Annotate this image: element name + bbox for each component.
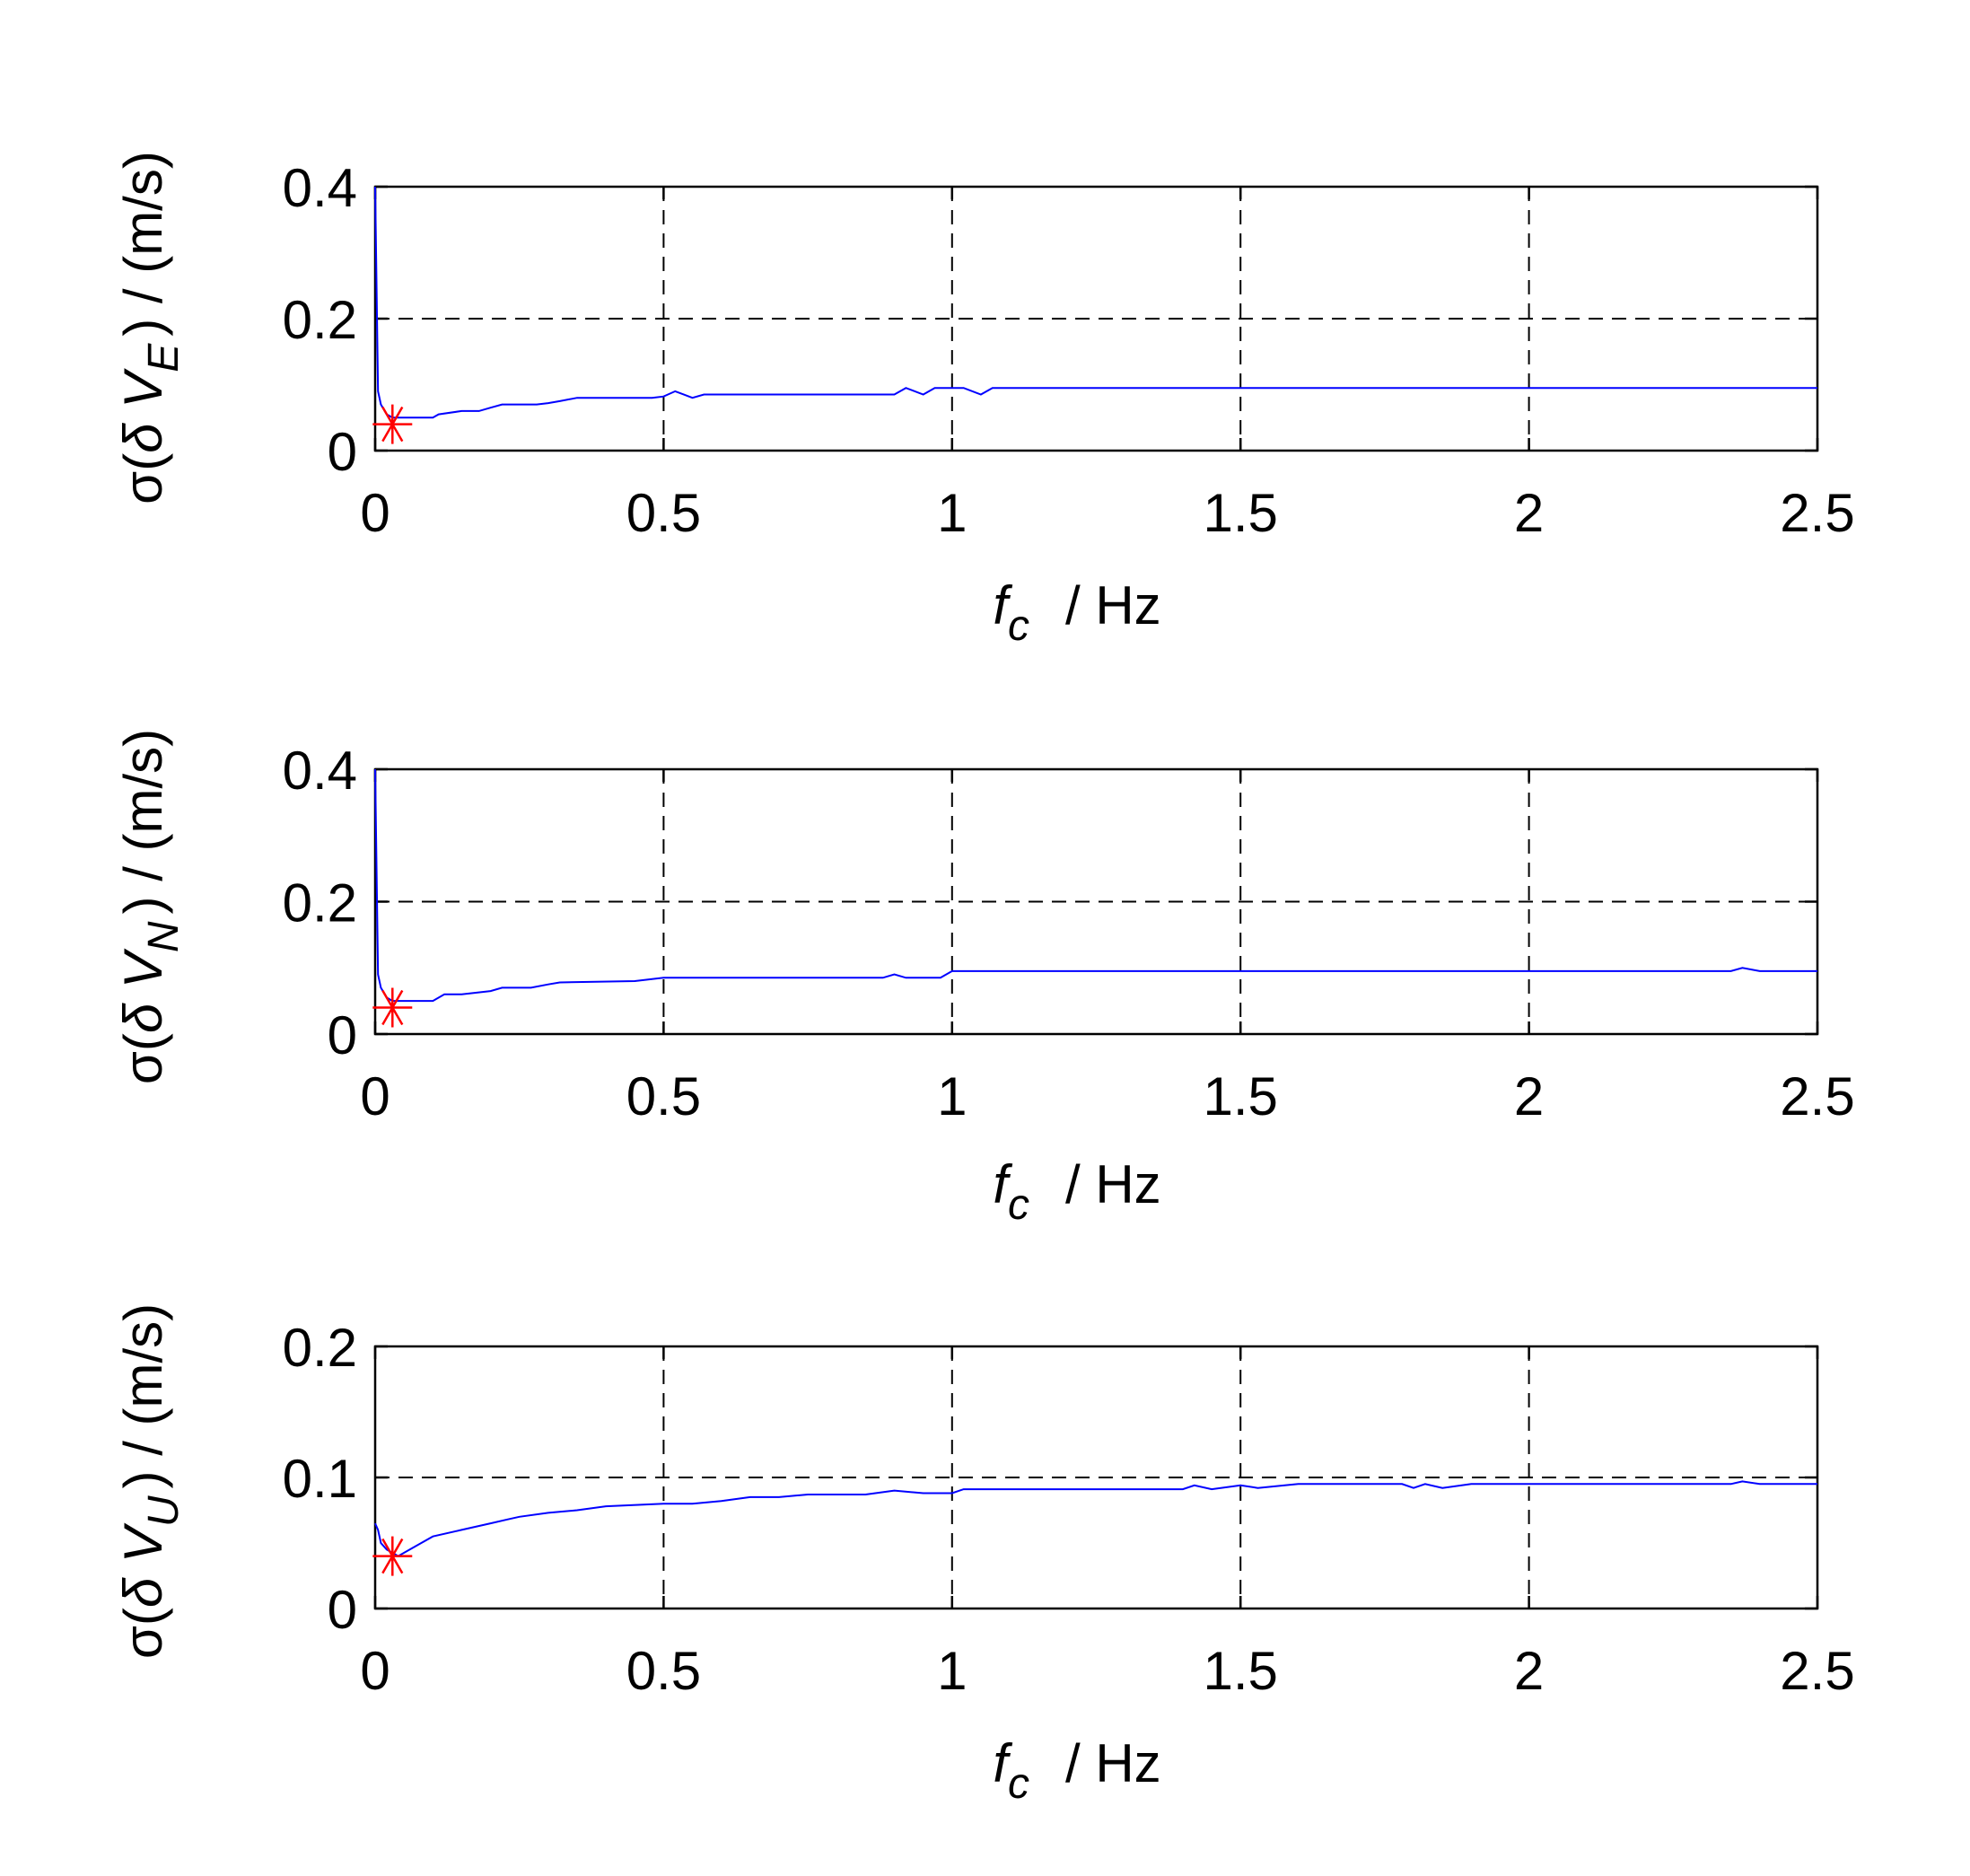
plot-area: 0 0.5 1 1.5 2 2.5 0 0.2 0.4 [283, 741, 1855, 1126]
y-tick-label: 0.4 [283, 158, 357, 218]
x-tick-label: 1 [937, 1641, 967, 1701]
x-tick-label: 0 [360, 483, 390, 543]
y-tick-label: 0.2 [283, 290, 357, 350]
x-tick-label: 0 [360, 1066, 390, 1126]
x-axis-label: fc / Hz [993, 575, 1160, 650]
y-tick-label: 0.4 [283, 741, 357, 801]
x-tick-label: 0.5 [626, 1641, 701, 1701]
x-tick-label: 2 [1514, 1641, 1544, 1701]
x-axis-label: fc / Hz [993, 1733, 1160, 1808]
x-tick-label: 1 [937, 483, 967, 543]
series-line [374, 1480, 1817, 1557]
y-axis-label: σ(δ VN) / (m/s) [113, 729, 188, 1084]
x-axis-label: fc / Hz [993, 1154, 1160, 1229]
optimum-marker [372, 1536, 413, 1576]
x-tick-label: 2 [1514, 1066, 1544, 1126]
y-tick-label: 0.1 [283, 1449, 357, 1509]
grid-lines [375, 1346, 1817, 1609]
optimum-marker [372, 404, 413, 444]
subplot-vn: 0 0.5 1 1.5 2 2.5 0 0.2 0.4 fc / Hz σ(δ VN) / (m/… [113, 729, 1855, 1229]
x-tick-label: 2.5 [1780, 1066, 1854, 1126]
subplot-ve: 0 0.5 1 1.5 2 2.5 0 0.2 0.4 fc / Hz σ(δ VE) / (m/… [113, 151, 1855, 650]
x-tick-label: 1.5 [1203, 483, 1277, 543]
grid-lines [375, 769, 1817, 1034]
y-tick-label: 0 [328, 422, 357, 482]
y-tick-label: 0.2 [283, 1318, 357, 1378]
y-axis-label: σ(δ VU) / (m/s) [113, 1303, 188, 1659]
y-tick-label: 0 [328, 1580, 357, 1640]
series-line [374, 186, 1817, 419]
x-tick-label: 1 [937, 1066, 967, 1126]
x-tick-label: 1.5 [1203, 1066, 1277, 1126]
plot-area: 0 0.5 1 1.5 2 2.5 0 0.1 0.2 [283, 1318, 1855, 1701]
plot-area: 0 0.5 1 1.5 2 2.5 0 0.2 0.4 [283, 158, 1855, 543]
y-axis-label: σ(δ VE) / (m/s) [113, 151, 188, 504]
x-tick-label: 1.5 [1203, 1641, 1277, 1701]
x-tick-label: 2.5 [1780, 1641, 1854, 1701]
x-tick-label: 2.5 [1780, 483, 1854, 543]
y-tick-label: 0.2 [283, 873, 357, 934]
grid-lines [375, 187, 1817, 451]
x-tick-label: 0.5 [626, 1066, 701, 1126]
x-tick-label: 2 [1514, 483, 1544, 543]
x-tick-label: 0.5 [626, 483, 701, 543]
x-tick-label: 0 [360, 1641, 390, 1701]
y-tick-label: 0 [328, 1005, 357, 1065]
optimum-marker [372, 987, 413, 1028]
series-line [374, 768, 1817, 1003]
subplot-vu: 0 0.5 1 1.5 2 2.5 0 0.1 0.2 fc / Hz σ(δ VU) / (m/… [113, 1303, 1855, 1808]
